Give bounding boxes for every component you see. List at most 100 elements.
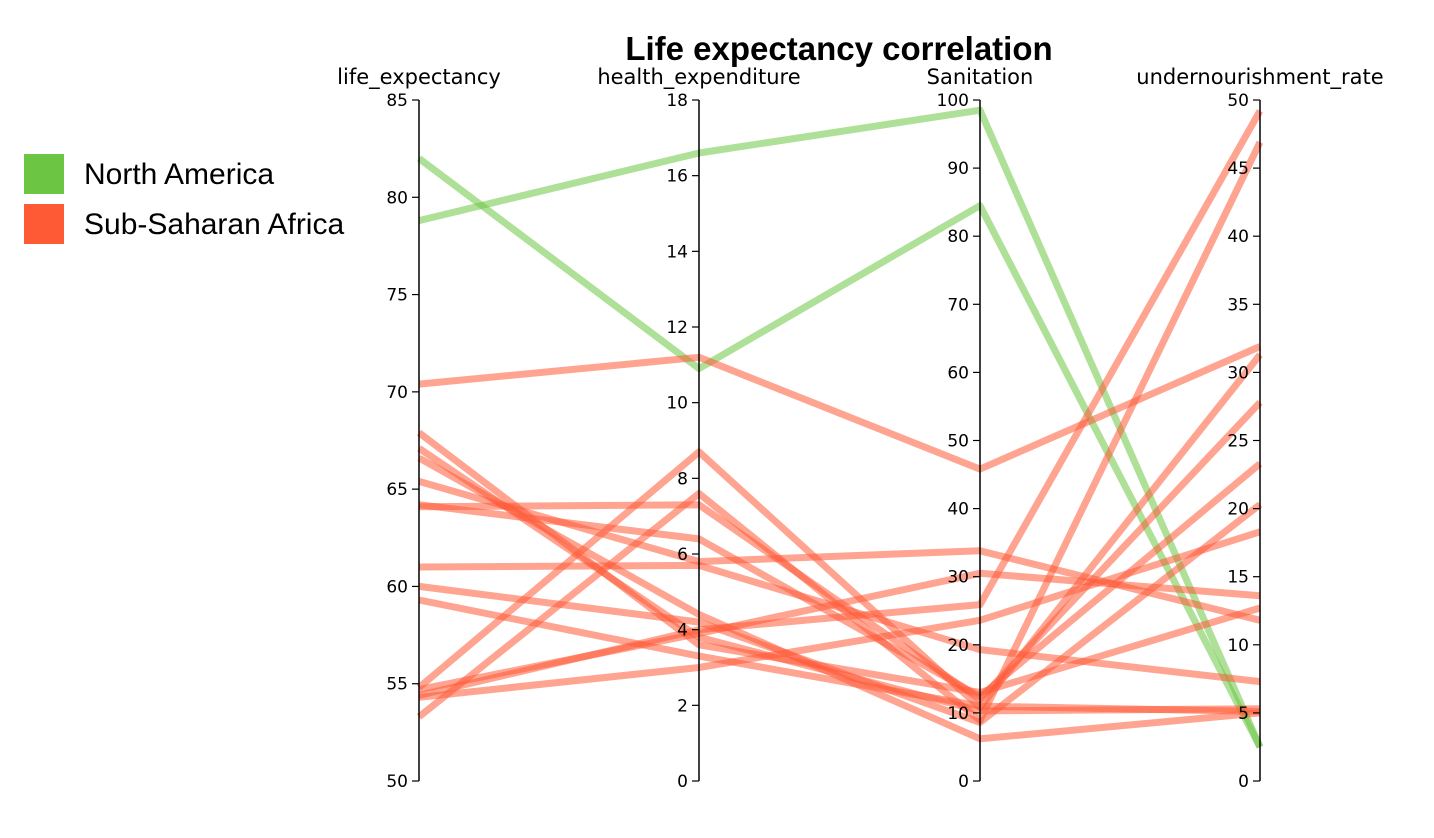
tick-label: 65: [386, 480, 408, 500]
tick-label: 10: [1227, 636, 1249, 656]
tick-label: 55: [386, 675, 408, 695]
tick-life-expectancy-55: 55: [386, 675, 419, 695]
tick-life-expectancy-85: 85: [386, 91, 419, 111]
tick-sanitation-10: 10: [947, 704, 980, 724]
tick-sanitation-100: 100: [937, 91, 980, 111]
series-line-sub-saharan-africa-17: [418, 501, 1263, 726]
tick-sanitation-80: 80: [947, 227, 980, 247]
tick-label: 80: [386, 188, 408, 208]
tick-label: 40: [947, 500, 969, 520]
tick-label: 15: [1227, 568, 1249, 588]
tick-sanitation-20: 20: [947, 636, 980, 656]
tick-undernourishment-rate-15: 15: [1227, 568, 1260, 588]
tick-undernourishment-rate-40: 40: [1227, 227, 1260, 247]
series-line-north-america-2: [416, 155, 1264, 749]
tick-label: 75: [386, 286, 408, 306]
tick-label: 60: [947, 363, 969, 383]
tick-label: 35: [1227, 295, 1249, 315]
axes: life_expectancy5055606570758085health_ex…: [337, 65, 1384, 792]
tick-label: 5: [1238, 704, 1249, 724]
tick-undernourishment-rate-45: 45: [1227, 159, 1260, 179]
series-line-sub-saharan-africa-3: [418, 343, 1262, 473]
legend: North America Sub-Saharan Africa: [24, 154, 344, 244]
tick-health-expenditure-18: 18: [666, 91, 699, 111]
series-line-sub-saharan-africa-11: [416, 352, 1263, 711]
tick-label: 50: [386, 772, 408, 792]
tick-label: 70: [386, 383, 408, 403]
tick-label: 30: [1227, 363, 1249, 383]
tick-label: 0: [958, 772, 969, 792]
series-line-sub-saharan-africa-15: [418, 399, 1263, 703]
tick-label: 90: [947, 159, 969, 179]
tick-sanitation-90: 90: [947, 159, 980, 179]
tick-health-expenditure-12: 12: [666, 318, 699, 338]
tick-label: 85: [386, 91, 408, 111]
tick-label: 70: [947, 295, 969, 315]
tick-label: 20: [1227, 500, 1249, 520]
tick-health-expenditure-8: 8: [677, 469, 699, 489]
chart-title: Life expectancy correlation: [625, 30, 1052, 67]
tick-label: 45: [1227, 159, 1249, 179]
series-line-sub-saharan-africa-12: [418, 528, 1262, 701]
tick-health-expenditure-2: 2: [677, 696, 699, 716]
tick-life-expectancy-65: 65: [386, 480, 419, 500]
tick-label: 8: [677, 469, 688, 489]
tick-health-expenditure-0: 0: [677, 772, 699, 792]
tick-label: 0: [1238, 772, 1249, 792]
tick-undernourishment-rate-35: 35: [1227, 295, 1260, 315]
tick-label: 14: [666, 242, 688, 262]
series-lines: [416, 106, 1264, 749]
tick-label: 4: [677, 621, 688, 641]
tick-label: 40: [1227, 227, 1249, 247]
axis-undernourishment-rate: undernourishment_rate 0 5 10 15 20 25 30 35 40 45 5…: [1136, 65, 1383, 792]
tick-label: 0: [677, 772, 688, 792]
legend-swatch-sub-saharan-africa: [24, 204, 64, 244]
tick-health-expenditure-4: 4: [677, 621, 699, 641]
tick-label: 10: [666, 394, 688, 414]
series-line-sub-saharan-africa-14: [416, 140, 1264, 724]
tick-health-expenditure-14: 14: [666, 242, 699, 262]
tick-label: 100: [937, 91, 969, 111]
axis-title-undernourishment-rate: undernourishment_rate: [1136, 65, 1383, 90]
axis-title-life-expectancy: life_expectancy: [337, 65, 501, 90]
series-line-sub-saharan-africa-10: [418, 596, 1261, 715]
axis-title-health-expenditure: health_expenditure: [597, 65, 800, 90]
tick-life-expectancy-60: 60: [386, 577, 419, 597]
tick-label: 12: [666, 318, 688, 338]
tick-undernourishment-rate-5: 5: [1238, 704, 1260, 724]
legend-swatch-north-america: [24, 154, 64, 194]
tick-life-expectancy-75: 75: [386, 286, 419, 306]
tick-label: 60: [386, 577, 408, 597]
tick-sanitation-50: 50: [947, 432, 980, 452]
tick-health-expenditure-10: 10: [666, 394, 699, 414]
tick-label: 10: [947, 704, 969, 724]
tick-health-expenditure-6: 6: [677, 545, 699, 565]
tick-undernourishment-rate-50: 50: [1227, 91, 1260, 111]
tick-health-expenditure-16: 16: [666, 167, 699, 187]
tick-label: 80: [947, 227, 969, 247]
tick-label: 18: [666, 91, 688, 111]
tick-label: 50: [1227, 91, 1249, 111]
tick-undernourishment-rate-0: 0: [1238, 772, 1260, 792]
legend-label-sub-saharan-africa: Sub-Saharan Africa: [84, 208, 344, 241]
axis-life-expectancy: life_expectancy 50 55 60 65 70 75 80 85: [337, 65, 501, 792]
tick-life-expectancy-50: 50: [386, 772, 419, 792]
axis-health-expenditure: health_expenditure 0 2 4 6 8 10 12 14 16 18: [597, 65, 800, 792]
tick-life-expectancy-70: 70: [386, 383, 419, 403]
tick-undernourishment-rate-30: 30: [1227, 363, 1260, 383]
tick-sanitation-0: 0: [958, 772, 980, 792]
axis-title-sanitation: Sanitation: [927, 65, 1034, 89]
series-line-sub-saharan-africa-6: [417, 454, 1261, 743]
series-line-sub-saharan-africa-4: [416, 429, 1262, 696]
tick-undernourishment-rate-20: 20: [1227, 500, 1260, 520]
series-line-north-america-1: [418, 106, 1264, 749]
tick-label: 6: [677, 545, 688, 565]
tick-label: 30: [947, 568, 969, 588]
series-line-sub-saharan-africa-16: [418, 569, 1261, 694]
tick-sanitation-70: 70: [947, 295, 980, 315]
tick-sanitation-30: 30: [947, 568, 980, 588]
tick-sanitation-40: 40: [947, 500, 980, 520]
tick-label: 20: [947, 636, 969, 656]
tick-life-expectancy-80: 80: [386, 188, 419, 208]
